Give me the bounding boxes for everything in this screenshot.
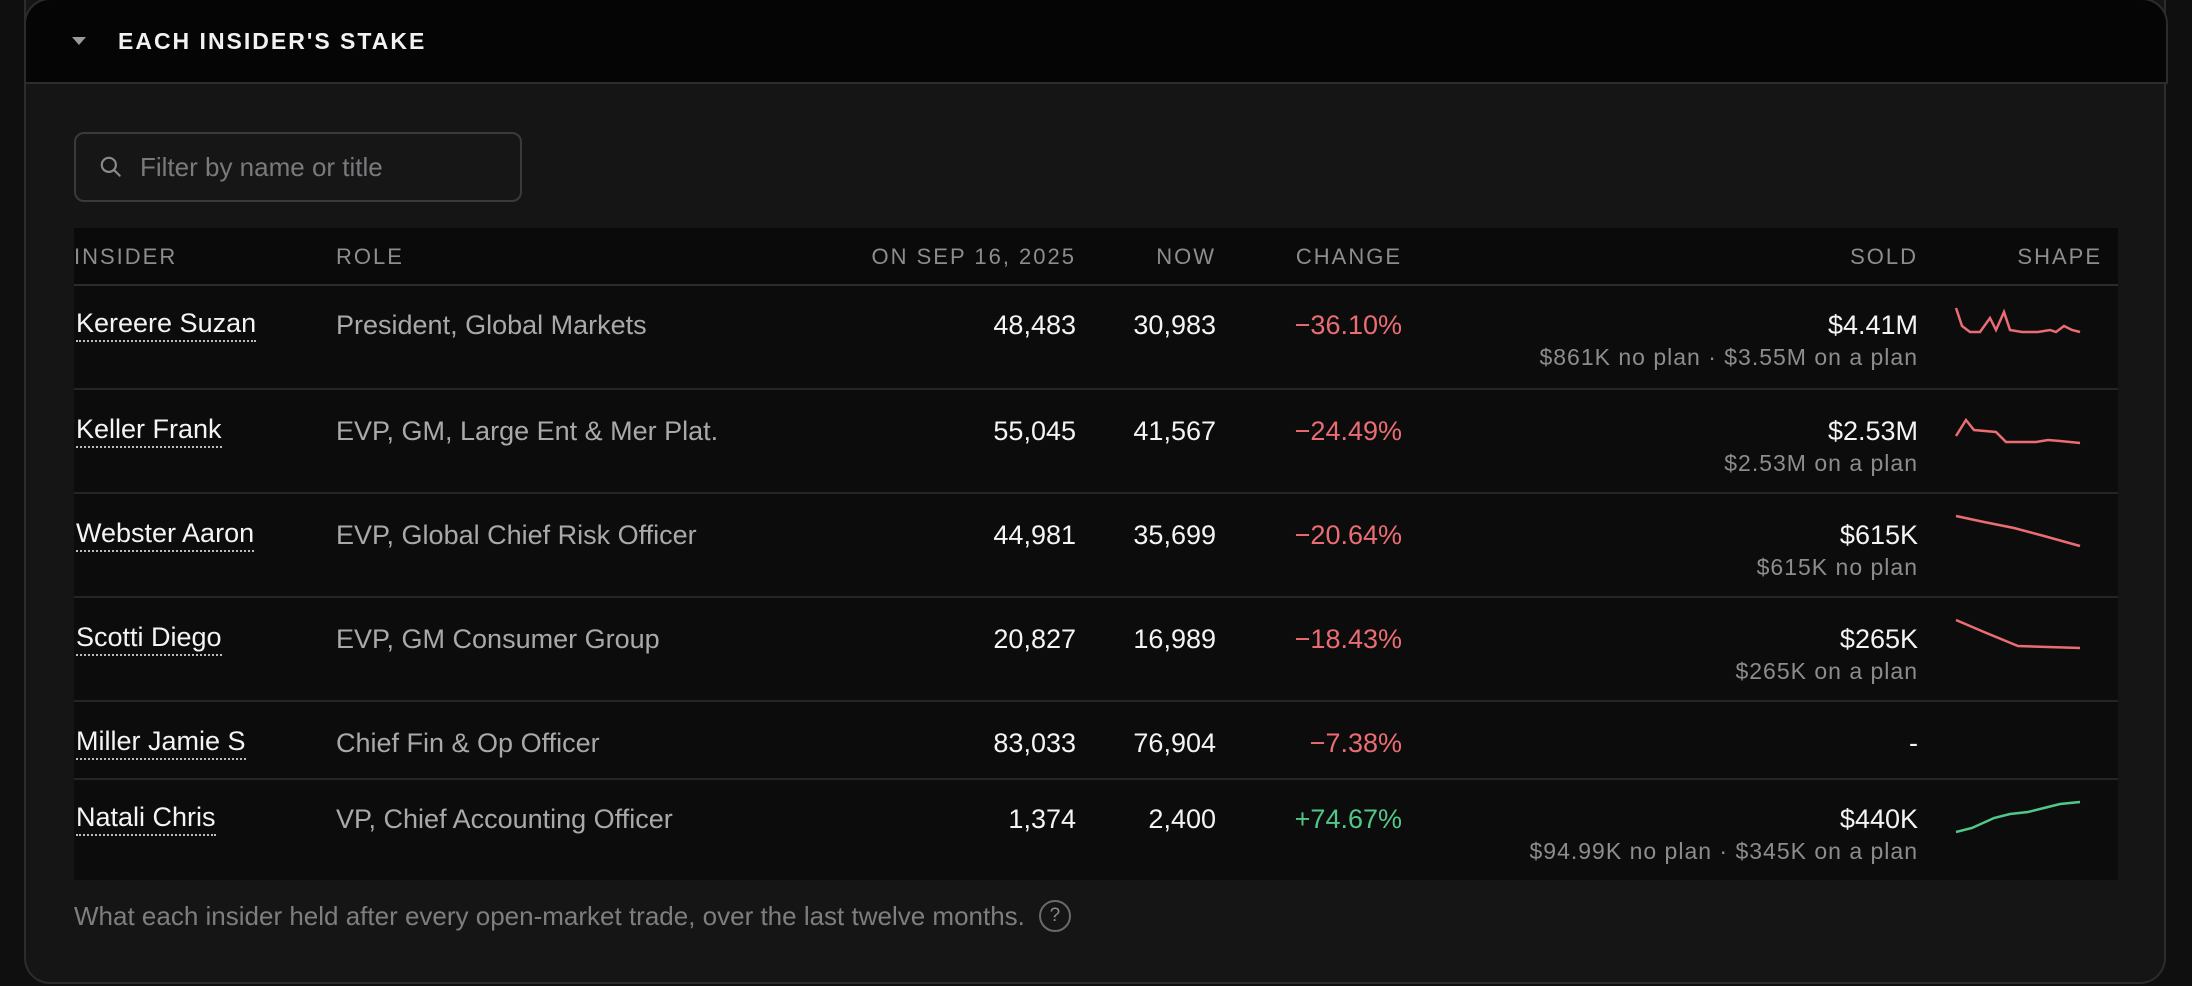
insider-name-link[interactable]: Natali Chris <box>76 802 216 837</box>
shares-start: 55,045 <box>993 416 1076 446</box>
col-role[interactable]: ROLE <box>336 244 404 269</box>
sparkline <box>1955 618 2081 650</box>
sold-total: - <box>1909 728 1918 758</box>
insider-name-link[interactable]: Kereere Suzan <box>76 308 257 343</box>
col-now[interactable]: NOW <box>1156 244 1216 269</box>
insider-role: EVP, GM, Large Ent & Mer Plat. <box>336 416 719 446</box>
shares-now: 30,983 <box>1133 310 1216 340</box>
section-title: EACH INSIDER'S STAKE <box>118 27 427 54</box>
shares-now: 16,989 <box>1133 624 1216 654</box>
shares-start: 83,033 <box>993 728 1076 758</box>
change-percent: −18.43% <box>1294 624 1402 654</box>
insider-name-link[interactable]: Miller Jamie S <box>76 726 246 761</box>
shares-start: 1,374 <box>1008 804 1076 834</box>
search-icon <box>100 156 121 177</box>
sold-detail: $615K no plan <box>1756 554 1918 580</box>
sparkline <box>1955 514 2081 548</box>
insider-role: EVP, Global Chief Risk Officer <box>336 520 697 550</box>
table-row[interactable]: Natali Chris VP, Chief Accounting Office… <box>74 780 2118 880</box>
filter-input[interactable] <box>138 150 502 184</box>
table-row[interactable]: Webster Aaron EVP, Global Chief Risk Off… <box>74 494 2118 598</box>
col-change[interactable]: CHANGE <box>1295 244 1402 269</box>
shares-start: 48,483 <box>993 310 1076 340</box>
table-header: INSIDER ROLE ON SEP 16, 2025 NOW CHANGE … <box>74 228 2118 286</box>
table-footnote: What each insider held after every open-… <box>74 900 1071 932</box>
table-row[interactable]: Scotti Diego EVP, GM Consumer Group 20,8… <box>74 598 2118 702</box>
sold-total: $440K <box>1839 804 1918 834</box>
sold-detail: $94.99K no plan · $345K on a plan <box>1529 838 1918 864</box>
sold-detail: $2.53M on a plan <box>1724 450 1918 476</box>
shares-now: 41,567 <box>1133 416 1216 446</box>
sold-total: $4.41M <box>1827 310 1918 340</box>
help-icon[interactable]: ? <box>1038 900 1071 932</box>
sold-total: $615K <box>1839 520 1918 550</box>
change-percent: −7.38% <box>1309 728 1402 758</box>
insider-role: EVP, GM Consumer Group <box>336 624 660 654</box>
insider-name-link[interactable]: Scotti Diego <box>76 622 222 657</box>
filter-search-box[interactable] <box>74 132 522 202</box>
table-row[interactable]: Keller Frank EVP, GM, Large Ent & Mer Pl… <box>74 390 2118 494</box>
insider-stake-panel: EACH INSIDER'S STAKE INSIDER ROLE ON SEP… <box>24 0 2168 984</box>
sold-total: $265K <box>1839 624 1918 654</box>
sold-total: $2.53M <box>1827 416 1918 446</box>
section-header[interactable]: EACH INSIDER'S STAKE <box>24 0 2168 84</box>
change-percent: +74.67% <box>1294 804 1402 834</box>
sold-detail: $861K no plan · $3.55M on a plan <box>1539 344 1918 370</box>
insider-role: President, Global Markets <box>336 310 647 340</box>
col-sold[interactable]: SOLD <box>1850 244 1918 269</box>
insider-table: INSIDER ROLE ON SEP 16, 2025 NOW CHANGE … <box>74 228 2118 880</box>
change-percent: −36.10% <box>1294 310 1402 340</box>
sparkline <box>1954 307 2081 334</box>
footnote-text: What each insider held after every open-… <box>74 900 1025 931</box>
table-row[interactable]: Miller Jamie S Chief Fin & Op Officer 83… <box>74 702 2118 780</box>
insider-role: Chief Fin & Op Officer <box>336 728 600 758</box>
sparkline <box>1955 800 2081 834</box>
insider-role: VP, Chief Accounting Officer <box>336 804 673 834</box>
change-percent: −24.49% <box>1294 416 1402 446</box>
caret-down-icon[interactable] <box>72 37 86 45</box>
shares-start: 20,827 <box>993 624 1076 654</box>
insider-name-link[interactable]: Keller Frank <box>76 414 222 449</box>
shares-start: 44,981 <box>993 520 1076 550</box>
col-start[interactable]: ON SEP 16, 2025 <box>871 244 1076 269</box>
change-percent: −20.64% <box>1294 520 1402 550</box>
sold-detail: $265K on a plan <box>1735 658 1918 684</box>
shares-now: 35,699 <box>1133 520 1216 550</box>
shares-now: 2,400 <box>1148 804 1216 834</box>
sparkline <box>1954 417 2081 445</box>
col-shape: SHAPE <box>2017 244 2102 269</box>
table-row[interactable]: Kereere Suzan President, Global Markets … <box>74 286 2118 390</box>
col-insider[interactable]: INSIDER <box>74 244 178 269</box>
shares-now: 76,904 <box>1133 728 1216 758</box>
insider-name-link[interactable]: Webster Aaron <box>76 518 255 553</box>
